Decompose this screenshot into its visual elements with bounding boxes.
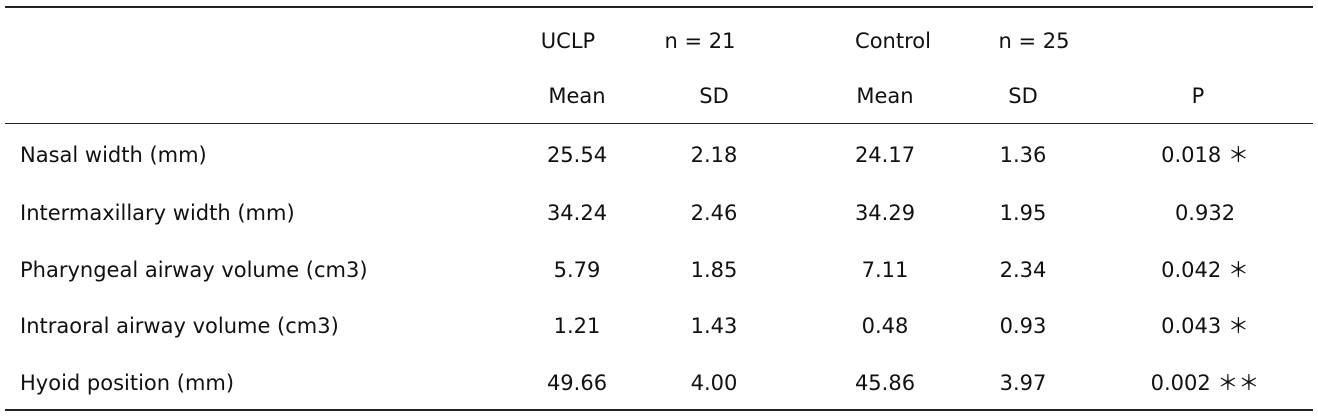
header-ctrl-mean: Mean [856,84,914,108]
cell-ctrl-sd: 1.36 [999,143,1047,167]
header-uclp-mean: Mean [548,84,606,108]
cell-uclp-mean: 25.54 [546,143,608,167]
cell-uclp-sd: 1.43 [690,314,738,338]
cell-ctrl-mean: 45.86 [854,371,916,395]
cell-ctrl-mean: 24.17 [854,143,916,167]
cell-p-value: 0.932 [1174,201,1236,225]
cell-uclp-sd: 1.85 [690,258,738,282]
cell-p-value: 0.002 ＊＊ [1150,371,1260,395]
cell-uclp-mean: 1.21 [553,314,601,338]
cell-ctrl-sd: 3.97 [999,371,1047,395]
cell-ctrl-mean: 7.11 [861,258,909,282]
cell-uclp-sd: 2.18 [690,143,738,167]
row-label: Nasal width (mm) [20,143,207,167]
row-label: Intermaxillary width (mm) [20,201,295,225]
cell-p-value: 0.043 ＊ [1161,314,1249,338]
table-header-rule [5,123,1313,124]
cell-uclp-mean: 5.79 [553,258,601,282]
table-bottom-rule [5,409,1313,411]
header-p: P [1191,84,1205,108]
cell-ctrl-mean: 0.48 [861,314,909,338]
cell-p-value: 0.042 ＊ [1161,258,1249,282]
table-top-rule [5,6,1313,8]
cell-ctrl-sd: 2.34 [999,258,1047,282]
row-label: Hyoid position (mm) [20,371,235,395]
header-group1-n: n = 21 [664,29,736,53]
header-group2-n: n = 25 [998,29,1070,53]
cell-uclp-mean: 49.66 [546,371,608,395]
cell-ctrl-sd: 1.95 [999,201,1047,225]
cell-ctrl-mean: 34.29 [854,201,916,225]
row-label: Pharyngeal airway volume (cm3) [20,258,368,282]
header-ctrl-sd: SD [1008,84,1038,108]
cell-uclp-mean: 34.24 [546,201,608,225]
cell-uclp-sd: 4.00 [690,371,738,395]
row-label: Intraoral airway volume (cm3) [20,314,339,338]
cell-p-value: 0.018 ＊ [1161,143,1249,167]
header-group2-label: Control [855,29,931,53]
cell-ctrl-sd: 0.93 [999,314,1047,338]
cell-uclp-sd: 2.46 [690,201,738,225]
header-group1-label: UCLP [540,29,596,53]
header-uclp-sd: SD [699,84,729,108]
